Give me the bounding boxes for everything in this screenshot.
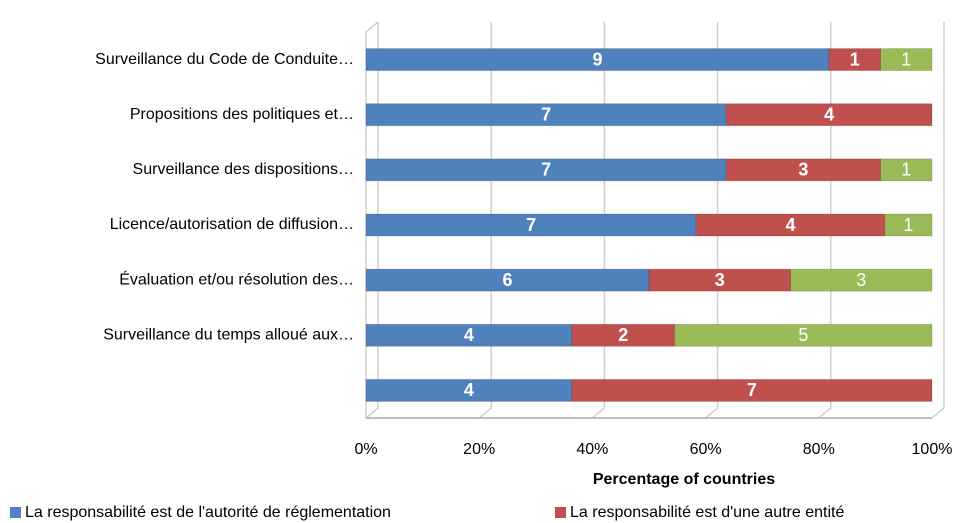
x-tick-label: 0% [354,441,377,458]
data-label: 7 [541,104,551,124]
x-tick-label: 100% [912,441,953,458]
grid-line [931,22,945,419]
x-axis-title: Percentage of countries [593,471,775,488]
data-label: 1 [901,160,911,180]
data-label: 7 [541,160,551,180]
data-label: 2 [618,325,628,345]
legend-label: La responsabilité est d'une autre entité [570,504,844,521]
x-tick-label: 60% [690,441,722,458]
legend-swatch [10,507,21,518]
bar-segment [790,268,933,292]
data-label: 3 [798,160,808,180]
y-tick-label: Surveillance du Code de Conduite… [95,51,354,68]
data-label: 7 [747,380,757,400]
y-tick-label: Évaluation et/ou résolution des… [119,269,354,288]
grid-line [818,22,832,419]
y-tick-label: Surveillance des dispositions… [133,161,354,178]
data-label: 1 [901,49,911,69]
legend-swatch [555,507,566,518]
bar-segment [674,323,933,347]
bar-segment [880,158,933,182]
bar-segment [365,213,697,237]
data-label: 4 [464,380,474,400]
data-label: 4 [785,215,795,235]
x-tick-label: 80% [803,441,835,458]
bar-segment [571,378,933,402]
y-tick-label: Propositions des politiques et… [130,106,354,123]
x-tick-label: 20% [463,441,495,458]
y-tick-label: Licence/autorisation de diffusion… [110,216,354,233]
data-label: 1 [903,215,913,235]
data-label: 4 [824,104,834,124]
data-label: 3 [715,270,725,290]
bar-segment [725,103,933,127]
grid-line [591,22,606,419]
x-tick-label: 40% [576,441,608,458]
legend-label: La responsabilité est de l'autorité de r… [25,504,391,521]
grid-line [365,22,379,419]
data-label: 1 [850,49,860,69]
bar-segment [828,48,882,72]
data-label: 4 [464,325,474,345]
grid-line [478,22,492,419]
data-label: 9 [593,49,603,69]
bar-segment [884,213,933,237]
data-label: 7 [526,215,536,235]
data-label: 5 [798,325,808,345]
data-label: 3 [856,270,866,290]
data-label: 6 [502,270,512,290]
bar-segment [880,48,933,72]
grid-line [705,22,719,419]
y-tick-label: Surveillance du temps alloué aux… [103,327,354,344]
